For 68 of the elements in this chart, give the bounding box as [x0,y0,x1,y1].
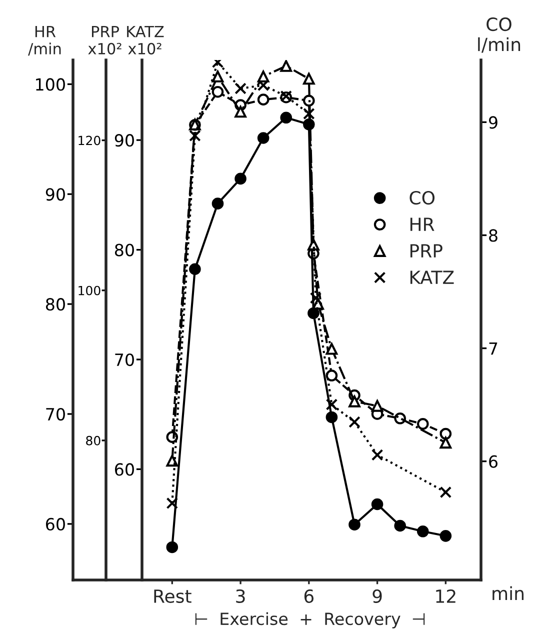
y-tick-label: 120 [78,136,100,146]
point [440,428,452,440]
text: ⊢ Exercise + Recovery ⊣ [195,612,425,628]
text: KATZ [410,270,454,284]
point [440,436,452,449]
y-tick-label: 80 [86,436,100,446]
y-tick-label: 90 [46,188,65,201]
point [371,449,384,461]
legend-label: HR [410,218,434,231]
y2-tick-label: 7 [489,342,498,355]
point [326,342,338,355]
y-tick-label: 100 [78,286,100,296]
point [257,132,270,144]
x-tick-label: 9 [372,589,382,604]
y2-tick-label: 6 [489,455,498,468]
y-axis-title: KATZ x10² [127,26,164,54]
point [371,498,384,510]
point [212,70,224,82]
point [416,525,429,538]
point [394,520,406,532]
point [189,263,201,276]
point [166,497,178,510]
y-tick-label: 90 [114,134,134,147]
legend-label: CO [410,190,435,205]
y2-axis-title: CO l/min [478,17,520,53]
point [189,130,201,142]
y-tick-label: 70 [46,408,65,421]
point [348,518,360,531]
point [280,60,292,72]
y-tick-label: 80 [114,244,134,256]
point [166,541,178,554]
x-tick-label: 6 [304,589,314,604]
point [257,70,270,82]
point [212,86,224,98]
y-axis-title: HR /min [28,26,61,56]
point [440,486,452,498]
point [326,411,338,424]
y-tick-label: 70 [115,353,134,366]
x-tick-label: 3 [236,589,245,604]
point [280,112,292,124]
y-axis-title: PRP x10² [88,26,122,54]
x-tick-label: 12 [436,589,456,603]
point [303,94,315,107]
point [348,396,360,408]
point [303,108,315,120]
y-tick-label: 80 [46,298,65,311]
point [303,72,315,85]
point [326,370,338,382]
point [416,418,429,430]
point [166,454,178,467]
x-axis-title: min [492,586,524,600]
point [212,198,224,210]
point [234,82,246,94]
y-tick-label: 100 [36,78,65,91]
point [257,94,270,106]
point [310,292,322,304]
y2-tick-label: 9 [488,116,498,129]
point [234,106,246,118]
point [440,530,452,542]
y2-tick-label: 8 [489,229,498,242]
point [348,416,360,428]
point [371,400,384,412]
y-tick-label: 60 [115,463,134,476]
y-tick-label: 60 [46,518,65,530]
x-tick-label: Rest [154,590,192,604]
point [234,172,246,185]
point [326,398,338,410]
text: PRP [410,244,442,258]
